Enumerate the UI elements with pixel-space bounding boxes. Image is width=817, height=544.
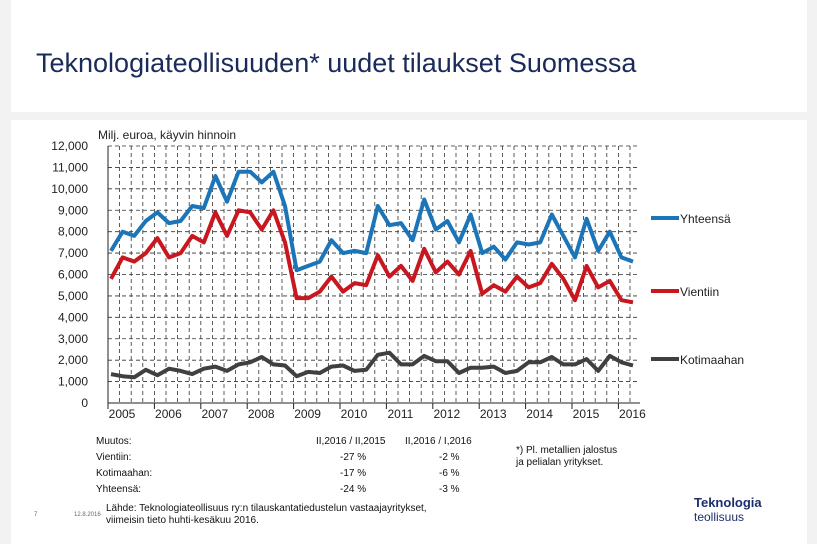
legend-label: Yhteensä xyxy=(680,212,731,226)
header-col-1: II,2016 / II,2015 xyxy=(316,436,386,447)
header-label: Muutos: xyxy=(96,436,132,447)
x-tick-label: 2008 xyxy=(248,407,275,421)
x-tick-label: 2013 xyxy=(480,407,507,421)
footnote: *) Pl. metallien jalostus ja pelialan yr… xyxy=(516,445,618,468)
y-tick-label: 10,000 xyxy=(51,182,88,196)
y-tick-label: 4,000 xyxy=(58,310,88,324)
series-line-1 xyxy=(109,208,634,305)
slide-gap xyxy=(0,112,817,120)
legend-label: Kotimaahan xyxy=(680,353,744,367)
logo-line-1: Teknologia xyxy=(694,495,762,510)
row-value-2: -6 % xyxy=(439,468,460,479)
y-tick-label: 6,000 xyxy=(58,268,88,282)
logo-line-2: teollisuus xyxy=(694,510,745,524)
y-tick-label: 11,000 xyxy=(52,160,88,174)
y-tick-label: 3,000 xyxy=(58,332,88,346)
row-value-1: -27 % xyxy=(340,452,367,463)
row-label: Kotimaahan: xyxy=(96,468,153,479)
y-tick-label: 0 xyxy=(81,396,88,410)
y-tick-label: 2,000 xyxy=(58,353,88,367)
x-tick-label: 2011 xyxy=(387,407,413,421)
series-line-2 xyxy=(110,350,634,380)
x-tick-label: 2009 xyxy=(294,407,321,421)
row-label: Yhteensä: xyxy=(96,484,142,495)
slide-title: Teknologiateollisuuden* uudet tilaukset … xyxy=(36,48,637,78)
title-box xyxy=(11,0,807,112)
x-tick-label: 2016 xyxy=(619,407,646,421)
source-line-2: viimeisin tieto huhti-kesäkuu 2016. xyxy=(106,515,259,526)
row-value-1: -24 % xyxy=(340,484,367,495)
x-tick-label: 2005 xyxy=(109,407,136,421)
y-tick-label: 8,000 xyxy=(58,225,88,239)
y-tick-label: 5,000 xyxy=(58,289,88,303)
y-tick-label: 1,000 xyxy=(58,375,88,389)
company-logo: Teknologia teollisuus xyxy=(694,495,762,525)
y-tick-label: 9,000 xyxy=(58,203,88,217)
header-col-2: II,2016 / I,2016 xyxy=(405,436,472,447)
page-number: 7 xyxy=(34,512,38,518)
row-value-1: -17 % xyxy=(340,468,367,479)
row-label: Vientiin: xyxy=(96,452,132,463)
legend-label: Vientiin xyxy=(680,285,719,299)
date-label: 12.8.2016 xyxy=(74,512,101,518)
series-line-0 xyxy=(109,169,634,273)
row-value-2: -3 % xyxy=(439,484,460,495)
x-tick-label: 2015 xyxy=(573,407,600,421)
unit-label: Milj. euroa, käyvin hinnoin xyxy=(98,128,237,142)
slide-body xyxy=(11,120,807,544)
x-tick-label: 2012 xyxy=(433,407,460,421)
x-tick-label: 2010 xyxy=(341,407,368,421)
row-value-2: -2 % xyxy=(439,452,460,463)
y-tick-label: 7,000 xyxy=(58,246,88,260)
y-tick-label: 12,000 xyxy=(51,139,88,153)
x-tick-label: 2007 xyxy=(201,407,228,421)
source-line-1: Lähde: Teknologiateollisuus ry:n tilausk… xyxy=(106,503,427,514)
x-tick-label: 2014 xyxy=(526,407,553,421)
x-tick-label: 2006 xyxy=(155,407,182,421)
source-note: Lähde: Teknologiateollisuus ry:n tilausk… xyxy=(106,503,427,527)
